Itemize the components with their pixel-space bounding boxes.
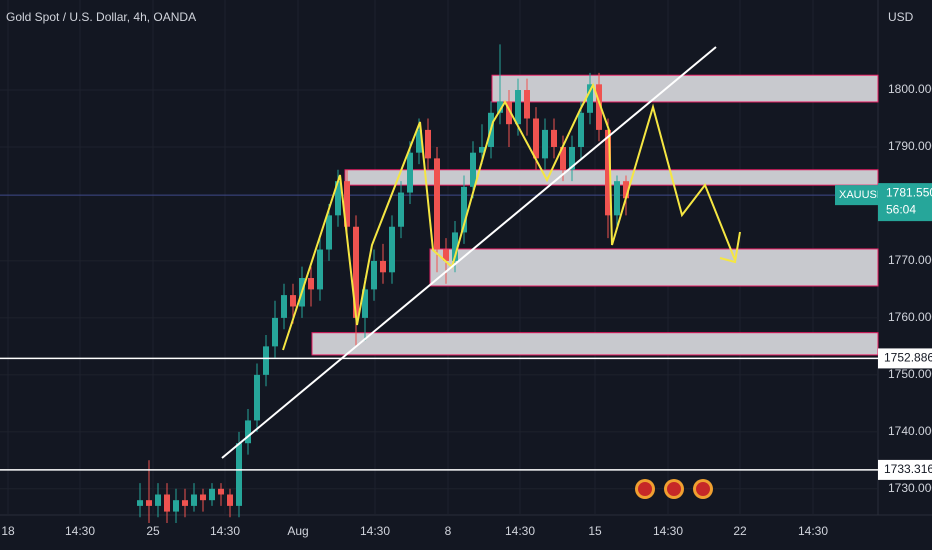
candle-body [551, 129, 557, 147]
x-tick-label: 8 [445, 524, 452, 538]
candle-body [623, 181, 629, 199]
candle-body [272, 317, 278, 347]
candle-body [560, 146, 566, 170]
last-price-label: 1781.550 [886, 185, 932, 199]
candle-body [434, 158, 440, 250]
candle-body [452, 232, 458, 261]
candle-body [569, 146, 575, 170]
candle-body [524, 90, 530, 119]
candle-body [326, 215, 332, 250]
price-tag-label: 1733.316 [884, 462, 932, 476]
candle-body [578, 112, 584, 147]
price-tag [878, 348, 932, 369]
candle-body [614, 181, 620, 216]
zone [429, 248, 879, 287]
candle-body [182, 500, 188, 506]
price-tag-label: 1752.886 [884, 351, 932, 365]
zone [311, 332, 879, 356]
x-tick-label: 14:30 [65, 524, 95, 538]
candle-body [236, 443, 242, 506]
candle-body [596, 84, 602, 130]
symbol-tag [835, 185, 878, 206]
event-icon [638, 482, 652, 496]
candle-body [407, 152, 413, 193]
candle-body [308, 278, 314, 290]
y-tick-label: 1750.000 [888, 367, 932, 381]
arrow-head [719, 231, 741, 264]
candle-body [218, 488, 224, 495]
zone [491, 74, 879, 103]
zones [311, 74, 879, 356]
last-price-tag [878, 183, 932, 222]
candle-body [479, 146, 485, 153]
candle-body [191, 494, 197, 506]
x-tick-label: 14:30 [360, 524, 390, 538]
candle-body [254, 374, 260, 421]
x-tick-label: 25 [146, 524, 160, 538]
y-tick-label: 1740.000 [888, 424, 932, 438]
candle-body [506, 101, 512, 125]
candle-body [497, 101, 503, 113]
candle-body [353, 226, 359, 318]
candle-body [515, 90, 521, 125]
event-icon [696, 482, 710, 496]
x-tick-label: 14:30 [653, 524, 683, 538]
symbol-label: XAUUSD [839, 189, 885, 201]
currency: USD [888, 10, 914, 24]
candle-body [155, 494, 161, 506]
candle-body [389, 226, 395, 273]
candle-body [263, 346, 269, 375]
candle-body [146, 500, 152, 506]
y-tick-label: 1760.000 [888, 310, 932, 324]
candle-body [398, 192, 404, 227]
candle-body [173, 500, 179, 512]
candle-body [200, 494, 206, 501]
candle-body [533, 118, 539, 159]
candle-body [542, 129, 548, 159]
candle-body [317, 249, 323, 290]
candle-body [443, 249, 449, 261]
trendline [221, 46, 717, 459]
candle-body [605, 129, 611, 216]
candle-body [227, 494, 233, 506]
candle-body [362, 289, 368, 318]
candle-body [344, 181, 350, 227]
chart-title: Gold Spot / U.S. Dollar, 4h, OANDA [6, 10, 196, 24]
candle-body [290, 295, 296, 307]
candle-body [281, 295, 287, 318]
x-tick-label: 22 [733, 524, 747, 538]
x-tick-label: 15 [588, 524, 602, 538]
candle-body [245, 420, 251, 444]
candle-body [380, 260, 386, 273]
candle-body [371, 260, 377, 290]
candle-body [587, 84, 593, 113]
y-tick-label: 1800.000 [888, 82, 932, 96]
x-tick-label: 14:30 [798, 524, 828, 538]
candle-body [461, 186, 467, 233]
y-tick-label: 1790.000 [888, 139, 932, 153]
countdown: 56:04 [886, 202, 916, 216]
candle-body [425, 129, 431, 159]
y-tick-label: 1770.000 [888, 253, 932, 267]
event-icon [667, 482, 681, 496]
x-tick-label: 14:30 [210, 524, 240, 538]
price-tag [878, 459, 932, 480]
x-tick-label: 18 [1, 524, 15, 538]
candle-body [209, 488, 215, 501]
candles [137, 44, 629, 523]
overlay: 1752.886 1733.316 XAUUSD 1781.550 56:04 [0, 183, 932, 480]
candle-body [137, 500, 143, 506]
candle-body [416, 129, 422, 153]
x-tick-label: Aug [287, 524, 308, 538]
candle-body [164, 494, 170, 512]
event-icons [635, 479, 713, 499]
zigzag-drawing [282, 82, 736, 351]
x-tick-label: 14:30 [505, 524, 535, 538]
candle-body [335, 181, 341, 216]
candle-body [470, 152, 476, 187]
y-tick-label: 1730.000 [888, 481, 932, 495]
